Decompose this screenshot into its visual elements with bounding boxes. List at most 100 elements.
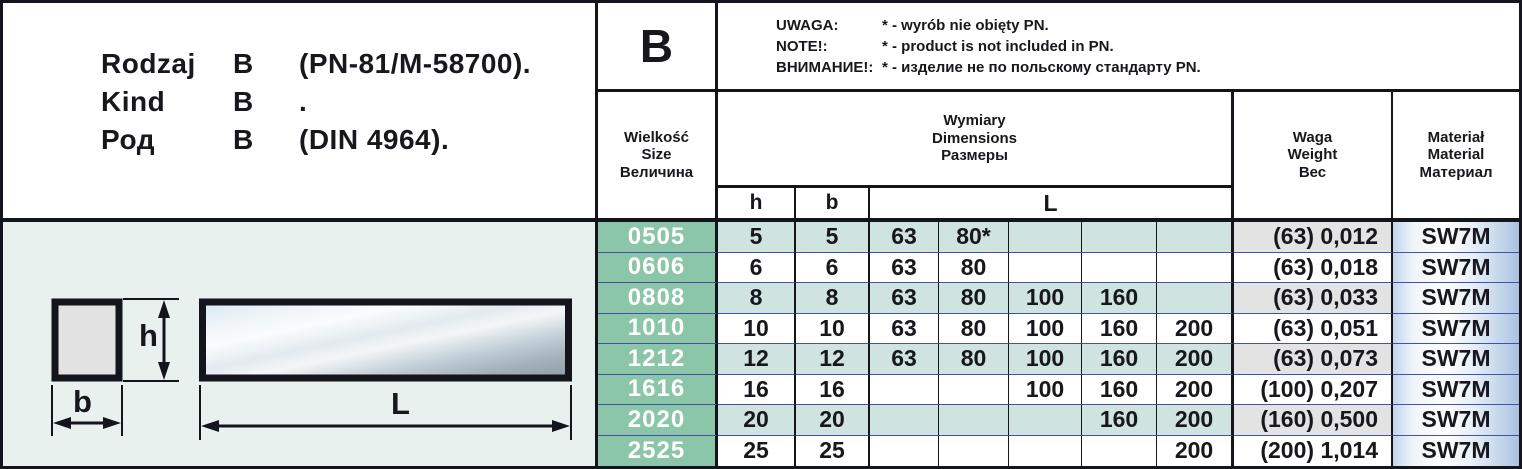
note-label-ru: ВНИМАНИЕ!:: [776, 58, 874, 76]
length-value-cell: [1009, 435, 1082, 466]
b-value-cell: 10: [796, 313, 870, 344]
drawing-canvas: [51, 298, 572, 440]
b-value-cell: 8: [796, 283, 870, 314]
note-text-pl: * - wyrób nie obięty PN.: [882, 16, 1049, 34]
weight-cell: (63) 0,051: [1234, 313, 1393, 344]
h-value-cell: 8: [718, 283, 796, 314]
h-value-cell: 5: [718, 222, 796, 253]
type-code-cell: B: [598, 3, 718, 92]
material-cell: SW7M: [1393, 283, 1519, 314]
b-dimension-label: b: [73, 384, 92, 419]
note-text-en: * - product is not included in PN.: [882, 37, 1114, 55]
length-value-cell: 200: [1157, 405, 1234, 436]
weight-cell: (63) 0,012: [1234, 222, 1393, 253]
h-dimension-label: h: [139, 318, 158, 353]
weight-cell: (63) 0,073: [1234, 344, 1393, 375]
kind-code-ru: B: [233, 124, 254, 155]
length-value-cell: 80: [939, 283, 1009, 314]
kind-standard-ru: (DIN 4964).: [299, 124, 450, 155]
kind-standard-pl: (PN-81/M-58700).: [299, 48, 532, 79]
length-value-cell: [870, 374, 939, 405]
length-value-cell: [1009, 252, 1082, 283]
note-label-en: NOTE!:: [776, 37, 828, 55]
material-cell: SW7M: [1393, 222, 1519, 253]
left-panel: Rodzaj B (PN-81/M-58700). Kind B . Род B…: [3, 3, 595, 466]
sub-header-b: b: [796, 188, 870, 222]
length-value-cell: 200: [1157, 374, 1234, 405]
length-value-cell: 160: [1082, 374, 1157, 405]
length-value-cell: 80: [939, 252, 1009, 283]
length-value-cell: 160: [1082, 313, 1157, 344]
technical-drawing: h b L: [3, 218, 595, 466]
length-value-cell: [1009, 405, 1082, 436]
cross-section-square: [51, 298, 123, 382]
title-line-english: Kind B .: [101, 83, 595, 121]
length-value-cell: [1157, 252, 1234, 283]
length-value-cell: 63: [870, 313, 939, 344]
length-value-cell: 63: [870, 222, 939, 253]
length-value-cell: 63: [870, 252, 939, 283]
kind-code-en: B: [233, 86, 254, 117]
bar-side-view: [199, 298, 572, 382]
h-value-cell: 6: [718, 252, 796, 283]
length-value-cell: 200: [1157, 313, 1234, 344]
title-block: Rodzaj B (PN-81/M-58700). Kind B . Род B…: [3, 3, 595, 218]
weight-cell: (63) 0,018: [1234, 252, 1393, 283]
size-cell: 0505: [598, 222, 718, 253]
weight-column-header: Waga Weight Вес: [1234, 92, 1393, 222]
kind-code-pl: B: [233, 48, 254, 79]
title-line-polish: Rodzaj B (PN-81/M-58700).: [101, 45, 595, 83]
dimensions-column-header: Wymiary Dimensions Размеры: [718, 92, 1234, 188]
size-cell: 1212: [598, 344, 718, 375]
length-value-cell: 80: [939, 313, 1009, 344]
weight-cell: (200) 1,014: [1234, 435, 1393, 466]
kind-label-ru: Род: [101, 124, 155, 155]
kind-standard-en: .: [299, 86, 308, 117]
length-value-cell: [1009, 222, 1082, 253]
note-label-pl: UWAGA:: [776, 16, 839, 34]
b-value-cell: 25: [796, 435, 870, 466]
material-cell: SW7M: [1393, 405, 1519, 436]
length-value-cell: 160: [1082, 283, 1157, 314]
length-value-cell: 200: [1157, 435, 1234, 466]
length-value-cell: 80: [939, 344, 1009, 375]
length-value-cell: 63: [870, 344, 939, 375]
length-value-cell: 200: [1157, 344, 1234, 375]
catalog-table: B UWAGA: * - wyrób nie obięty PN. NOTE!:…: [595, 3, 1519, 466]
length-value-cell: [1157, 222, 1234, 253]
size-cell: 2525: [598, 435, 718, 466]
weight-cell: (63) 0,033: [1234, 283, 1393, 314]
size-cell: 1616: [598, 374, 718, 405]
length-value-cell: 100: [1009, 374, 1082, 405]
length-value-cell: 100: [1009, 313, 1082, 344]
size-cell: 0606: [598, 252, 718, 283]
material-column-header: Materiał Material Материал: [1393, 92, 1519, 222]
h-value-cell: 10: [718, 313, 796, 344]
length-value-cell: [1082, 252, 1157, 283]
size-cell: 2020: [598, 405, 718, 436]
size-cell: 0808: [598, 283, 718, 314]
length-value-cell: [1157, 283, 1234, 314]
h-value-cell: 12: [718, 344, 796, 375]
material-cell: SW7M: [1393, 313, 1519, 344]
size-cell: 1010: [598, 313, 718, 344]
kind-label-en: Kind: [101, 86, 166, 117]
material-cell: SW7M: [1393, 374, 1519, 405]
b-value-cell: 12: [796, 344, 870, 375]
material-cell: SW7M: [1393, 344, 1519, 375]
size-column-header: Wielkość Size Величина: [598, 92, 718, 222]
b-value-cell: 6: [796, 252, 870, 283]
weight-cell: (100) 0,207: [1234, 374, 1393, 405]
sub-header-h: h: [718, 188, 796, 222]
h-value-cell: 16: [718, 374, 796, 405]
b-value-cell: 16: [796, 374, 870, 405]
length-value-cell: 100: [1009, 283, 1082, 314]
length-value-cell: 63: [870, 283, 939, 314]
weight-cell: (160) 0,500: [1234, 405, 1393, 436]
length-value-cell: 160: [1082, 344, 1157, 375]
kind-label-pl: Rodzaj: [101, 48, 196, 79]
l-dimension-label: L: [391, 386, 410, 421]
length-value-cell: [870, 435, 939, 466]
length-value-cell: [870, 405, 939, 436]
